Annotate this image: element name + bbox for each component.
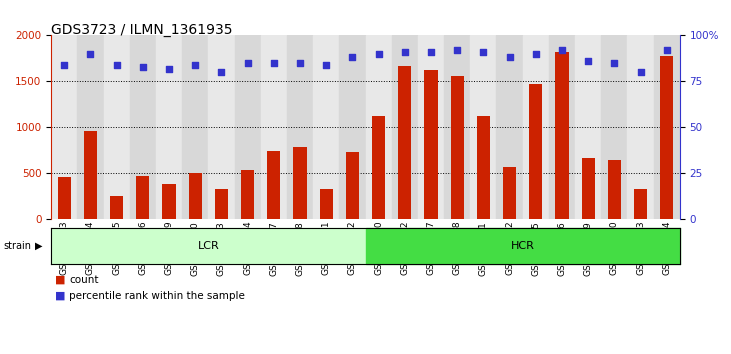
Bar — [627, 35, 654, 219]
Bar — [156, 35, 182, 219]
Bar — [470, 35, 496, 219]
Bar — [293, 147, 306, 219]
Bar — [110, 196, 124, 219]
Bar — [496, 35, 523, 219]
Bar — [261, 35, 287, 219]
Text: ■: ■ — [55, 291, 65, 301]
Bar — [392, 35, 418, 219]
Point — [189, 62, 201, 68]
Text: strain: strain — [4, 241, 31, 251]
Bar — [319, 189, 333, 219]
Bar — [130, 35, 156, 219]
Bar — [523, 35, 549, 219]
Bar — [162, 184, 175, 219]
Text: ■: ■ — [55, 275, 65, 285]
Bar — [51, 35, 77, 219]
Point — [216, 69, 227, 75]
Bar — [84, 131, 97, 219]
Bar — [601, 35, 627, 219]
Text: LCR: LCR — [197, 241, 219, 251]
Bar — [607, 160, 621, 219]
Bar — [77, 35, 104, 219]
Bar — [268, 152, 281, 219]
Point — [320, 62, 332, 68]
Bar — [418, 35, 444, 219]
Point — [635, 69, 646, 75]
Point — [661, 47, 673, 53]
Bar — [372, 116, 385, 219]
Text: count: count — [69, 275, 99, 285]
Bar — [503, 167, 516, 219]
Bar — [58, 177, 71, 219]
Text: percentile rank within the sample: percentile rank within the sample — [69, 291, 246, 301]
Bar — [654, 35, 680, 219]
Bar — [634, 189, 647, 219]
Point — [477, 49, 489, 55]
Text: HCR: HCR — [511, 241, 534, 251]
Point — [137, 64, 148, 69]
Bar — [529, 84, 542, 219]
Bar — [425, 70, 438, 219]
Point — [242, 60, 254, 66]
Point — [373, 51, 385, 57]
Bar — [582, 158, 595, 219]
Bar — [450, 76, 463, 219]
Bar — [208, 35, 235, 219]
Point — [163, 66, 175, 72]
Bar — [556, 52, 569, 219]
Bar — [339, 35, 366, 219]
Bar — [215, 189, 228, 219]
Bar — [346, 152, 359, 219]
Bar — [182, 35, 208, 219]
Point — [425, 49, 437, 55]
Point — [85, 51, 96, 57]
Point — [399, 49, 411, 55]
Bar — [189, 172, 202, 219]
Text: GDS3723 / ILMN_1361935: GDS3723 / ILMN_1361935 — [51, 23, 232, 37]
Bar — [136, 176, 149, 219]
Point — [504, 55, 515, 60]
Point — [111, 62, 123, 68]
Bar — [241, 170, 254, 219]
Point — [268, 60, 280, 66]
Bar — [660, 56, 673, 219]
Point — [451, 47, 463, 53]
Bar — [398, 66, 412, 219]
Bar — [313, 35, 339, 219]
Text: ▶: ▶ — [35, 241, 42, 251]
Point — [530, 51, 542, 57]
Bar — [366, 35, 392, 219]
Point — [346, 55, 358, 60]
Bar — [235, 35, 261, 219]
Bar — [477, 116, 490, 219]
Point — [58, 62, 70, 68]
Point — [608, 60, 620, 66]
Bar — [444, 35, 470, 219]
Point — [556, 47, 568, 53]
Bar — [575, 35, 601, 219]
Point — [583, 58, 594, 64]
Bar — [104, 35, 130, 219]
Point — [294, 60, 306, 66]
Bar — [287, 35, 313, 219]
Bar — [549, 35, 575, 219]
